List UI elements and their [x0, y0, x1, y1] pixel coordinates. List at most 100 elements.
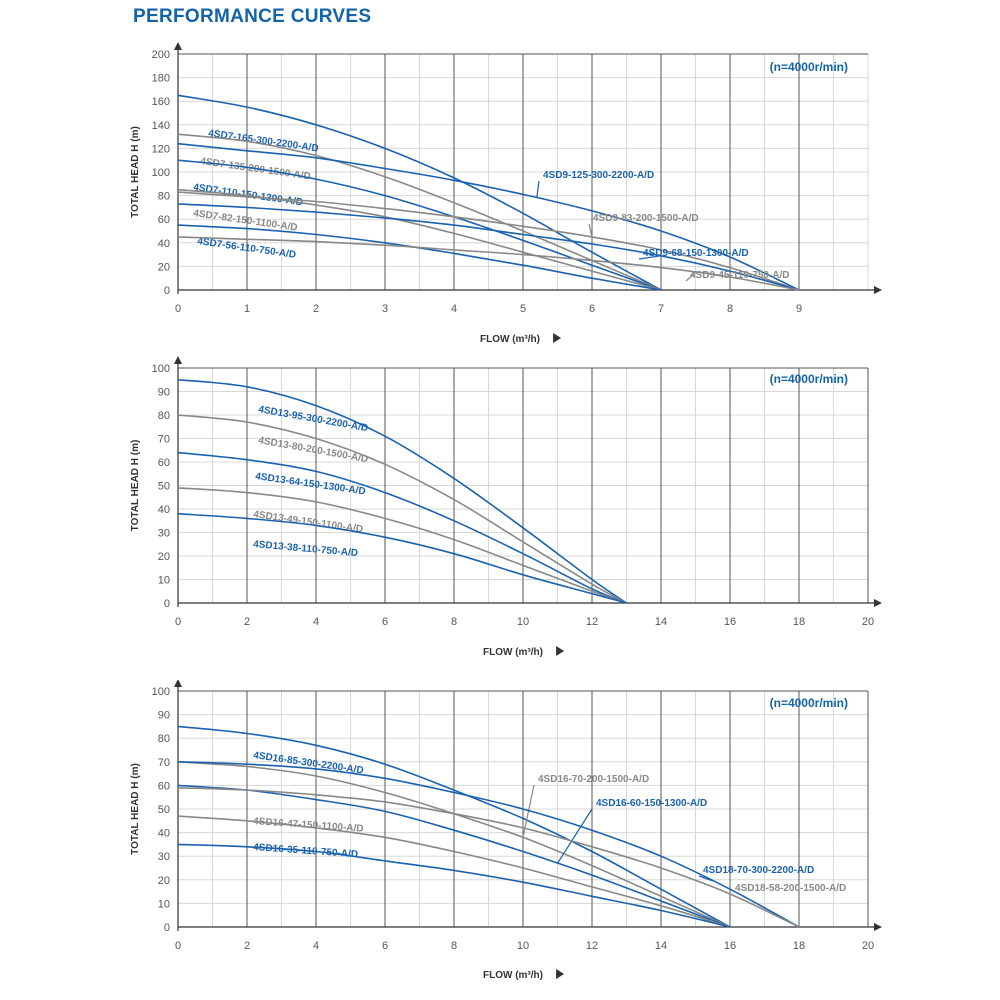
x-axis-label: FLOW (m³/h): [483, 647, 543, 658]
x-tick-label: 4: [313, 616, 319, 628]
y-tick-label: 50: [158, 804, 170, 816]
y-tick-label: 0: [164, 285, 170, 297]
series-line-4sd13-95-300-2200-a-d: [177, 379, 627, 604]
x-tick-label: 20: [862, 616, 874, 628]
major-grid: [177, 368, 869, 603]
x-tick-label: 1: [244, 303, 250, 315]
x-axis-label-arrow: [553, 333, 562, 343]
x-axis-label-arrow: [556, 646, 565, 656]
y-tick-label: 90: [158, 710, 170, 722]
y-tick-label: 140: [152, 120, 170, 132]
y-tick-label: 160: [152, 96, 170, 108]
series-label-4sd18-58-200-1500-a-d: 4SD18-58-200-1500-A/D: [735, 883, 846, 894]
x-tick-label: 8: [727, 303, 733, 315]
series-leader-4sd9-83-200-1500-a-d: [588, 223, 593, 238]
series-label-4sd13-49-150-1100-a-d: 4SD13-49-150-1100-A/D: [253, 509, 364, 535]
series-label-4sd9-125-300-2200-a-d: 4SD9-125-300-2200-A/D: [543, 170, 654, 181]
y-tick-label: 40: [158, 238, 170, 250]
x-axis-arrow: [874, 286, 882, 294]
x-tick-label: 10: [517, 616, 529, 628]
x-tick-label: 9: [796, 303, 802, 315]
x-tick-label: 8: [451, 940, 457, 952]
x-tick-label: 2: [244, 616, 250, 628]
series-line-4sd13-80-200-1500-a-d: [177, 414, 627, 604]
series-line-4sd7-165-300-2200-a-d: [177, 94, 662, 291]
page-title: PERFORMANCE CURVES: [133, 6, 372, 27]
y-tick-label: 100: [152, 167, 170, 179]
x-tick-label: 14: [655, 940, 667, 952]
series-leader-4sd9-45-110-750-a-d: [685, 271, 696, 282]
x-axis-arrow: [874, 599, 882, 607]
x-tick-label: 18: [793, 616, 805, 628]
x-tick-label: 2: [313, 303, 319, 315]
series-label-4sd16-70-200-1500-a-d: 4SD16-70-200-1500-A/D: [538, 774, 649, 785]
series-label-4sd7-165-300-2200-a-d: 4SD7-165-300-2200-A/D: [208, 128, 320, 154]
y-tick-label: 60: [158, 457, 170, 469]
series-line-4sd13-49-150-1100-a-d: [177, 487, 627, 604]
series-line-4sd18-70-300-2200-a-d: [177, 761, 800, 928]
series-label-4sd9-83-200-1500-a-d: 4SD9-83-200-1500-A/D: [593, 213, 699, 224]
x-tick-label: 2: [244, 940, 250, 952]
series-label-4sd16-47-150-1100-a-d: 4SD16-47-150-1100-A/D: [253, 816, 364, 835]
x-tick-label: 16: [724, 616, 736, 628]
x-axis-arrow: [874, 923, 882, 931]
y-tick-label: 90: [158, 387, 170, 399]
y-tick-label: 200: [152, 49, 170, 61]
y-tick-label: 20: [158, 875, 170, 887]
x-tick-label: 16: [724, 940, 736, 952]
y-tick-label: 20: [158, 551, 170, 563]
y-tick-label: 0: [164, 598, 170, 610]
y-tick-label: 30: [158, 528, 170, 540]
x-axis-label-arrow: [556, 969, 565, 979]
performance-chart-4sd16-4sd18: 0 10 20 30 40 50 60 70 80 90 100 0 2 4 6 8 10 12 14 16 18 20 T…: [130, 680, 882, 981]
series-line-4sd7-135-200-1500-a-d: [177, 133, 662, 291]
series-label-4sd13-64-150-1300-a-d: 4SD13-64-150-1300-A/D: [255, 471, 367, 497]
x-tick-label: 6: [589, 303, 595, 315]
series-line-4sd9-68-150-1300-a-d: [177, 203, 800, 291]
series-leader-4sd9-125-300-2200-a-d: [536, 180, 540, 198]
y-tick-label: 80: [158, 410, 170, 422]
speed-label: (n=4000r/min): [770, 60, 848, 74]
performance-chart-4sd13: 0 10 20 30 40 50 60 70 80 90 100 0 2 4 6 8 10 12 14 16 18 20 T…: [130, 356, 882, 658]
series-line-4sd7-82-150-1100-a-d: [177, 188, 662, 291]
y-tick-label: 20: [158, 261, 170, 273]
series-line-4sd13-64-150-1300-a-d: [177, 451, 627, 604]
series-leader-4sd9-68-150-1300-a-d: [638, 255, 662, 260]
y-axis-label: TOTAL HEAD H (m): [130, 440, 141, 532]
x-tick-label: 14: [655, 616, 667, 628]
y-tick-label: 100: [152, 363, 170, 375]
series-line-4sd7-110-150-1300-a-d: [177, 159, 662, 291]
y-tick-label: 120: [152, 143, 170, 155]
y-axis-label: TOTAL HEAD H (m): [130, 126, 141, 218]
series-leader-4sd16-60-150-1300-a-d: [556, 808, 593, 864]
y-tick-label: 40: [158, 828, 170, 840]
series-line-4sd9-125-300-2200-a-d: [177, 142, 800, 291]
x-tick-label: 0: [175, 616, 181, 628]
y-axis-label: TOTAL HEAD H (m): [130, 763, 141, 855]
x-axis-label: FLOW (m³/h): [483, 970, 543, 981]
y-tick-label: 30: [158, 851, 170, 863]
x-tick-label: 12: [586, 616, 598, 628]
y-tick-label: 180: [152, 73, 170, 85]
series-line-4sd16-35-110-750-a-d: [177, 843, 731, 928]
y-tick-label: 70: [158, 757, 170, 769]
x-tick-label: 6: [382, 940, 388, 952]
series-label-4sd9-68-150-1300-a-d: 4SD9-68-150-1300-A/D: [643, 248, 749, 259]
y-tick-label: 80: [158, 191, 170, 203]
series-label-4sd18-70-300-2200-a-d: 4SD18-70-300-2200-A/D: [703, 865, 814, 876]
x-tick-label: 7: [658, 303, 664, 315]
y-tick-label: 10: [158, 575, 170, 587]
performance-chart-4sd7-4sd9: 0 20 40 60 80 100 120 140 160 180 200 0 1 2 3 4 5 6 7 8 9 TOT…: [130, 42, 882, 345]
y-tick-label: 50: [158, 481, 170, 493]
x-tick-label: 20: [862, 940, 874, 952]
x-tick-label: 10: [517, 940, 529, 952]
series-line-4sd9-45-110-750-a-d: [177, 236, 800, 291]
y-tick-label: 10: [158, 898, 170, 910]
y-axis-arrow: [174, 356, 182, 364]
y-tick-label: 80: [158, 733, 170, 745]
y-tick-label: 70: [158, 434, 170, 446]
y-tick-label: 0: [164, 922, 170, 934]
y-axis-arrow: [174, 42, 182, 50]
x-tick-label: 0: [175, 940, 181, 952]
x-tick-label: 6: [382, 616, 388, 628]
